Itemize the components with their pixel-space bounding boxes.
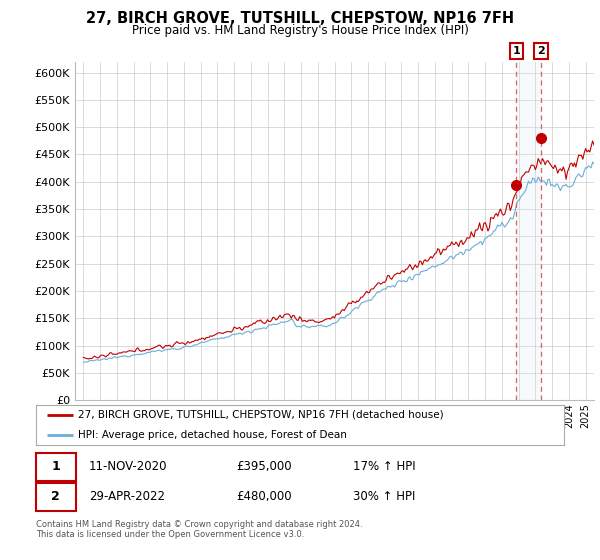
Text: £395,000: £395,000 xyxy=(236,460,292,473)
Text: 29-APR-2022: 29-APR-2022 xyxy=(89,490,165,503)
Text: 1: 1 xyxy=(512,46,520,56)
Text: 2: 2 xyxy=(537,46,545,56)
FancyBboxPatch shape xyxy=(36,483,76,511)
Text: £480,000: £480,000 xyxy=(236,490,292,503)
Text: HPI: Average price, detached house, Forest of Dean: HPI: Average price, detached house, Fore… xyxy=(78,430,347,440)
Text: 2: 2 xyxy=(52,490,60,503)
FancyBboxPatch shape xyxy=(36,453,76,482)
Text: 11-NOV-2020: 11-NOV-2020 xyxy=(89,460,167,473)
Bar xyxy=(517,62,541,400)
Text: 27, BIRCH GROVE, TUTSHILL, CHEPSTOW, NP16 7FH: 27, BIRCH GROVE, TUTSHILL, CHEPSTOW, NP1… xyxy=(86,11,514,26)
Text: 30% ↑ HPI: 30% ↑ HPI xyxy=(353,490,415,503)
Text: 17% ↑ HPI: 17% ↑ HPI xyxy=(353,460,415,473)
Text: Contains HM Land Registry data © Crown copyright and database right 2024.
This d: Contains HM Land Registry data © Crown c… xyxy=(36,520,362,539)
Text: 27, BIRCH GROVE, TUTSHILL, CHEPSTOW, NP16 7FH (detached house): 27, BIRCH GROVE, TUTSHILL, CHEPSTOW, NP1… xyxy=(78,410,444,420)
Text: 1: 1 xyxy=(52,460,60,473)
Text: Price paid vs. HM Land Registry's House Price Index (HPI): Price paid vs. HM Land Registry's House … xyxy=(131,24,469,36)
